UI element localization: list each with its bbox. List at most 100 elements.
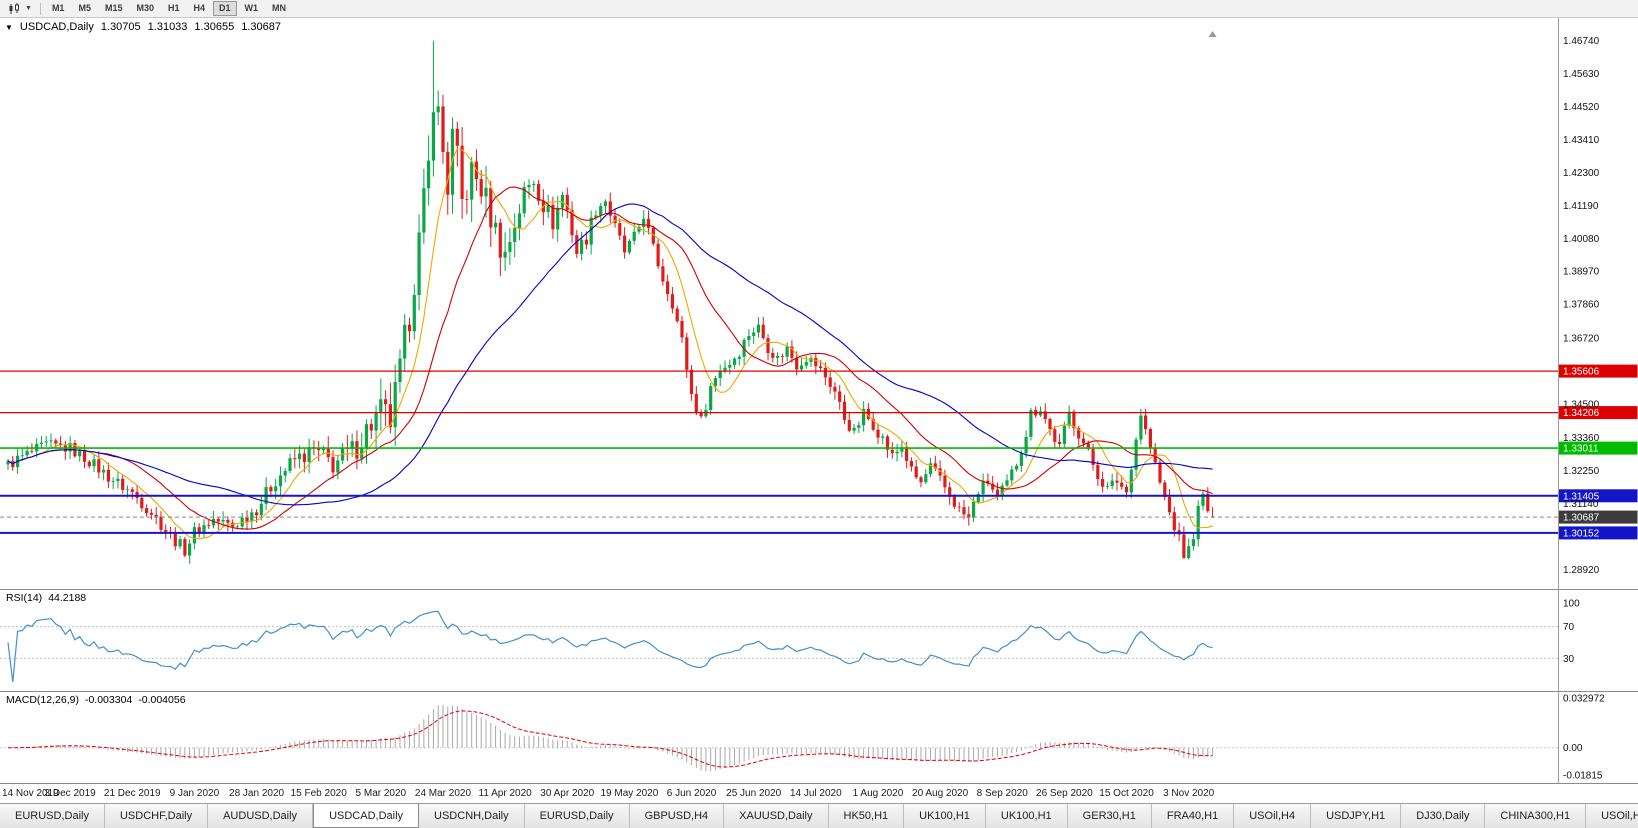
price-tick: 1.43410 bbox=[1563, 135, 1600, 146]
date-label: 3 Dec 2019 bbox=[44, 788, 96, 799]
rsi-value: 44.2188 bbox=[48, 592, 87, 604]
tab-usdjpy-h1[interactable]: USDJPY,H1 bbox=[1311, 804, 1402, 828]
tab-hk50-h1[interactable]: HK50,H1 bbox=[828, 804, 905, 828]
rsi-indicator-panel[interactable]: RSI(14) 44.2188 100 70 30 bbox=[0, 589, 1638, 691]
timeframe-button-m15[interactable]: M15 bbox=[104, 3, 123, 13]
price-tick: 1.28920 bbox=[1563, 565, 1600, 576]
price-tick: 1.32250 bbox=[1563, 466, 1600, 477]
date-label: 14 Nov 2019 bbox=[2, 788, 59, 799]
tab-dj30-daily[interactable]: DJ30,Daily bbox=[1401, 804, 1486, 828]
timeframe-buttons: M1 M5 M15 M30 H1 H4 D1 W1 MN bbox=[46, 1, 294, 16]
timeframe-button-mn[interactable]: MN bbox=[272, 3, 287, 13]
tab-ger30-h1[interactable]: GER30,H1 bbox=[1067, 804, 1152, 828]
date-label: 26 Sep 2020 bbox=[1036, 788, 1093, 799]
date-label: 15 Feb 2020 bbox=[290, 788, 347, 799]
price-line-label-box bbox=[1558, 526, 1638, 540]
rsi-axis-label: 100 bbox=[1563, 598, 1580, 609]
macd-signal-value: -0.004056 bbox=[138, 694, 186, 706]
date-label: 15 Oct 2020 bbox=[1099, 788, 1154, 799]
timeframe-button-m5[interactable]: M5 bbox=[78, 3, 91, 13]
rsi-name: RSI(14) bbox=[6, 592, 43, 604]
tab-usdcad-daily[interactable]: USDCAD,Daily bbox=[313, 804, 420, 828]
chart-tabs: EURUSD,Daily USDCHF,Daily AUDUSD,Daily USDC… bbox=[0, 803, 1638, 828]
macd-main-value: -0.003304 bbox=[84, 694, 133, 706]
chart-open-value: 1.30705 bbox=[100, 21, 141, 33]
tab-gbpusd-h4[interactable]: GBPUSD,H4 bbox=[629, 804, 725, 828]
price-line-label: 1.31405 bbox=[1563, 491, 1600, 502]
tab-usoil-h4[interactable]: USOil,H4 bbox=[1234, 804, 1312, 828]
price-line-label: 1.34206 bbox=[1563, 408, 1600, 419]
rsi-plot[interactable]: 100 70 30 bbox=[0, 590, 1638, 691]
price-line-label: 1.35606 bbox=[1563, 367, 1600, 378]
date-label: 28 Jan 2020 bbox=[229, 788, 285, 799]
price-line-label-box bbox=[1558, 406, 1638, 420]
tab-audusd-daily[interactable]: AUDUSD,Daily bbox=[208, 804, 314, 828]
macd-axis-label: 0.032972 bbox=[1563, 694, 1605, 705]
date-label: 3 Nov 2020 bbox=[1163, 788, 1215, 799]
candlestick-chart[interactable]: 1.35606 1.34206 1.33011 1.31405 1.30152 1.306… bbox=[0, 18, 1638, 589]
price-chart-panel[interactable]: ▼ USDCAD,Daily 1.30705 1.31033 1.30655 1… bbox=[0, 18, 1638, 589]
timeframe-button-m30[interactable]: M30 bbox=[136, 3, 154, 13]
time-axis[interactable]: 14 Nov 2019 3 Dec 2019 21 Dec 2019 9 Jan 20… bbox=[0, 783, 1638, 803]
bid-price-label: 1.30687 bbox=[1563, 513, 1600, 524]
price-tick: 1.46740 bbox=[1563, 36, 1600, 47]
chart-shift-marker[interactable] bbox=[1208, 31, 1217, 37]
price-line-label: 1.30152 bbox=[1563, 528, 1600, 539]
price-line-label: 1.33011 bbox=[1563, 444, 1599, 455]
collapse-triangle-icon[interactable]: ▼ bbox=[5, 22, 13, 32]
price-tick: 1.44520 bbox=[1563, 102, 1600, 113]
tab-xauusd-daily[interactable]: XAUUSD,Daily bbox=[724, 804, 829, 828]
date-label: 21 Dec 2019 bbox=[103, 788, 161, 799]
date-label: 14 Jul 2020 bbox=[789, 788, 842, 799]
price-tick: 1.33360 bbox=[1563, 433, 1600, 444]
chart-high-value: 1.31033 bbox=[147, 21, 188, 33]
price-tick: 1.38970 bbox=[1563, 267, 1600, 278]
rsi-line bbox=[7, 610, 1213, 683]
date-label: 8 Sep 2020 bbox=[976, 788, 1028, 799]
macd-axis-label: -0.01815 bbox=[1563, 771, 1603, 782]
macd-name: MACD(12,26,9) bbox=[6, 694, 79, 706]
timeframe-button-d1[interactable]: D1 bbox=[213, 1, 237, 16]
price-line-label-box bbox=[1558, 441, 1638, 455]
tab-usdcnh-daily[interactable]: USDCNH,Daily bbox=[419, 804, 525, 828]
chart-ohlc-readout: ▼ USDCAD,Daily 1.30705 1.31033 1.30655 1… bbox=[5, 21, 281, 33]
price-tick: 1.31140 bbox=[1563, 499, 1599, 510]
date-label: 20 Aug 2020 bbox=[912, 788, 969, 799]
price-tick: 1.41190 bbox=[1563, 201, 1599, 212]
date-label: 30 Apr 2020 bbox=[540, 788, 595, 799]
timeframe-button-m1[interactable]: M1 bbox=[51, 3, 65, 13]
macd-plot[interactable]: 0.032972 0.00 -0.01815 bbox=[0, 692, 1638, 783]
tab-uk100-h1[interactable]: UK100,H1 bbox=[904, 804, 986, 828]
macd-indicator-panel[interactable]: MACD(12,26,9) -0.003304 -0.004056 0.0329… bbox=[0, 691, 1638, 783]
tab-usdchf-daily[interactable]: USDCHF,Daily bbox=[104, 804, 209, 828]
rsi-axis-label: 70 bbox=[1563, 622, 1575, 633]
timeframe-button-h4[interactable]: H4 bbox=[193, 3, 206, 13]
chart-symbol-label: USDCAD,Daily bbox=[19, 21, 94, 33]
macd-axis-label: 0.00 bbox=[1563, 743, 1583, 754]
chart-close-value: 1.30687 bbox=[241, 21, 281, 33]
date-label: 24 Mar 2020 bbox=[414, 788, 472, 799]
tab-uk100-h1[interactable]: UK100,H1 bbox=[985, 804, 1068, 828]
timeframe-button-h1[interactable]: H1 bbox=[168, 3, 180, 13]
price-tick: 1.36720 bbox=[1563, 334, 1600, 345]
tab-eurusd-daily[interactable]: EURUSD,Daily bbox=[524, 804, 630, 828]
date-label: 25 Jun 2020 bbox=[726, 788, 782, 799]
tab-eurusd-daily[interactable]: EURUSD,Daily bbox=[0, 804, 105, 828]
date-label: 6 Jun 2020 bbox=[666, 788, 717, 799]
tab-usoil-h1[interactable]: USOil,H1 bbox=[1586, 804, 1638, 828]
date-label: 1 Aug 2020 bbox=[852, 788, 904, 799]
ma-8-line bbox=[7, 147, 1213, 540]
toolbar-separator bbox=[39, 2, 41, 15]
chart-type-button[interactable]: ▼ bbox=[4, 2, 35, 15]
timeframe-button-w1[interactable]: W1 bbox=[244, 3, 259, 13]
chevron-down-icon: ▼ bbox=[25, 4, 32, 12]
tab-fra40-h1[interactable]: FRA40,H1 bbox=[1151, 804, 1235, 828]
price-tick: 1.37860 bbox=[1563, 300, 1600, 311]
date-label: 19 May 2020 bbox=[600, 788, 659, 799]
price-tick: 1.34500 bbox=[1563, 399, 1600, 410]
chart-low-value: 1.30655 bbox=[194, 21, 235, 33]
price-tick: 1.40080 bbox=[1563, 234, 1600, 245]
candlestick-chart-icon bbox=[9, 2, 19, 14]
tab-china300-h1[interactable]: CHINA300,H1 bbox=[1485, 804, 1587, 828]
